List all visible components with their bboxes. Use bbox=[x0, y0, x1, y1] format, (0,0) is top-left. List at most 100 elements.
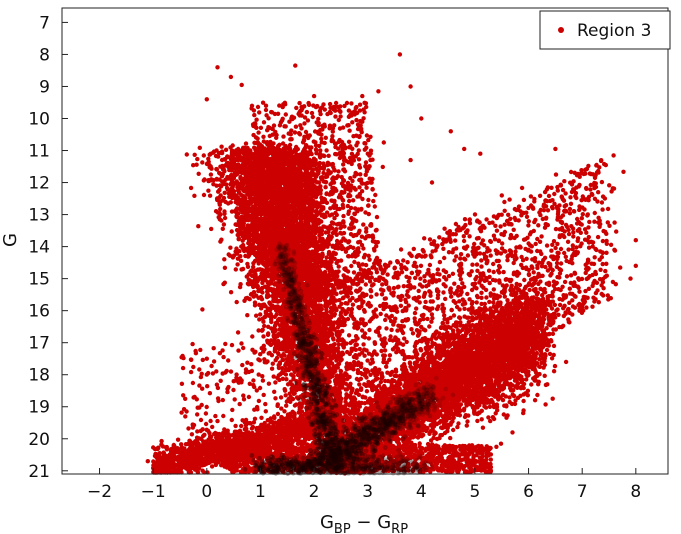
data-point bbox=[222, 215, 228, 221]
data-point bbox=[233, 267, 238, 272]
data-point bbox=[284, 377, 289, 382]
data-point bbox=[218, 239, 223, 244]
data-point bbox=[244, 274, 249, 279]
data-point bbox=[251, 261, 256, 266]
data-point bbox=[276, 332, 281, 337]
data-point bbox=[228, 200, 233, 205]
data-point bbox=[271, 333, 276, 338]
data-point bbox=[245, 264, 251, 269]
data-point bbox=[195, 156, 200, 162]
data-point bbox=[238, 254, 243, 259]
data-point bbox=[204, 161, 210, 167]
data-point bbox=[251, 264, 256, 270]
data-point bbox=[206, 188, 211, 193]
data-point bbox=[284, 340, 290, 346]
data-point bbox=[258, 267, 263, 272]
data-point bbox=[218, 164, 223, 169]
data-point bbox=[281, 323, 286, 329]
data-point bbox=[228, 290, 234, 295]
data-point bbox=[218, 184, 224, 189]
data-point bbox=[245, 313, 250, 318]
data-point bbox=[211, 150, 216, 155]
data-point bbox=[249, 268, 254, 273]
data-point bbox=[327, 343, 333, 349]
data-point bbox=[250, 334, 255, 339]
data-point bbox=[196, 224, 201, 229]
data-point bbox=[221, 195, 227, 201]
data-point bbox=[267, 300, 272, 305]
data-point bbox=[201, 192, 207, 198]
data-point bbox=[194, 162, 199, 167]
data-point bbox=[314, 151, 319, 156]
data-point bbox=[200, 160, 205, 165]
data-point bbox=[235, 166, 240, 171]
data-point bbox=[228, 245, 233, 250]
data-point bbox=[235, 185, 240, 190]
data-point bbox=[235, 262, 240, 267]
data-point bbox=[324, 255, 329, 260]
data-point bbox=[262, 323, 267, 329]
data-point bbox=[192, 193, 197, 198]
data-point bbox=[275, 411, 281, 417]
data-point bbox=[317, 303, 322, 309]
data-point bbox=[221, 281, 226, 287]
data-point bbox=[250, 175, 255, 181]
data-point bbox=[252, 303, 258, 308]
data-point bbox=[250, 223, 255, 228]
data-point bbox=[231, 253, 237, 258]
data-point bbox=[200, 307, 205, 312]
data-point bbox=[299, 409, 305, 414]
data-point bbox=[247, 297, 252, 302]
data-point bbox=[289, 372, 294, 377]
data-point bbox=[329, 220, 335, 225]
data-point bbox=[242, 298, 247, 303]
data-point bbox=[214, 167, 220, 172]
data-point bbox=[220, 226, 225, 231]
data-point bbox=[234, 246, 239, 251]
data-point bbox=[229, 190, 234, 196]
data-point bbox=[237, 284, 243, 290]
data-point bbox=[256, 328, 261, 333]
data-point bbox=[251, 290, 257, 295]
data-point bbox=[281, 352, 286, 357]
data-point bbox=[222, 190, 227, 195]
data-point bbox=[243, 235, 248, 240]
data-point bbox=[248, 193, 253, 198]
data-point bbox=[263, 309, 268, 314]
data-point bbox=[236, 190, 242, 195]
data-point bbox=[324, 148, 329, 153]
data-point bbox=[223, 199, 228, 205]
data-point bbox=[206, 178, 211, 183]
data-point bbox=[208, 172, 214, 177]
data-point bbox=[269, 206, 274, 211]
data-point bbox=[243, 253, 248, 259]
data-point bbox=[211, 182, 216, 187]
data-point bbox=[266, 331, 271, 336]
data-point bbox=[207, 193, 213, 198]
data-point bbox=[196, 171, 201, 176]
data-point bbox=[233, 172, 238, 178]
data-point bbox=[251, 197, 256, 203]
data-point bbox=[380, 164, 385, 170]
data-point bbox=[239, 267, 244, 272]
data-point bbox=[222, 257, 227, 262]
data-point bbox=[240, 182, 245, 187]
data-point bbox=[243, 185, 249, 191]
data-point bbox=[235, 330, 241, 335]
data-point bbox=[245, 248, 250, 253]
data-point bbox=[208, 164, 213, 169]
data-point bbox=[238, 258, 244, 263]
data-point bbox=[265, 292, 270, 297]
data-point bbox=[284, 345, 289, 350]
data-point bbox=[228, 165, 233, 171]
data-point bbox=[258, 294, 264, 300]
data-point bbox=[323, 185, 328, 190]
data-point bbox=[331, 337, 336, 342]
data-point bbox=[201, 153, 206, 158]
data-point bbox=[243, 141, 249, 146]
data-point bbox=[217, 195, 222, 200]
data-point bbox=[254, 231, 260, 236]
data-point bbox=[279, 406, 284, 411]
data-point bbox=[271, 252, 277, 257]
